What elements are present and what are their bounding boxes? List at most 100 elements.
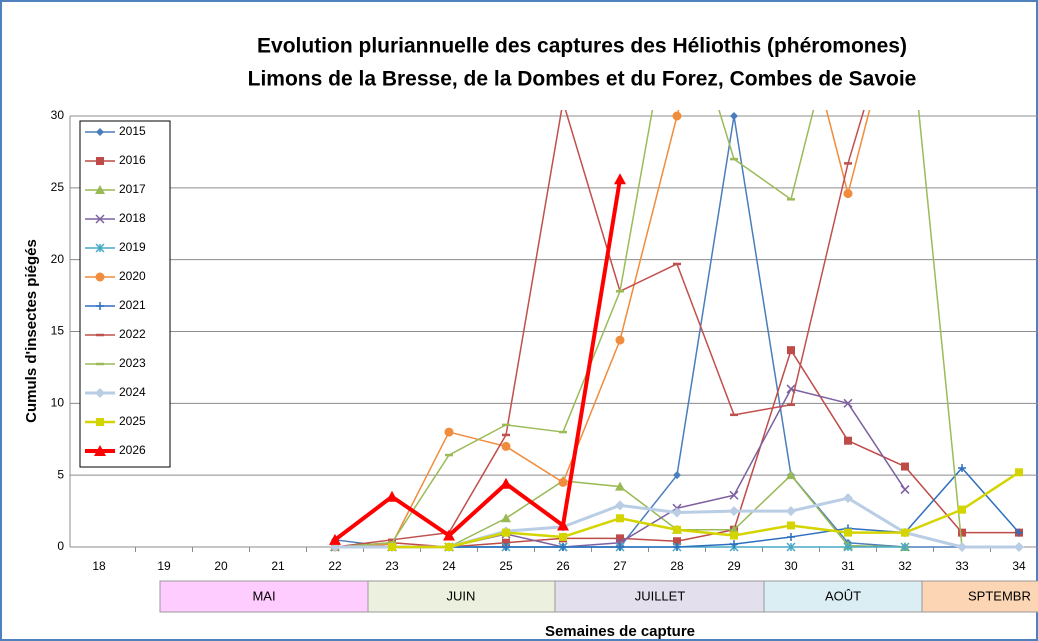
marker bbox=[900, 542, 910, 552]
y-tick-label: 5 bbox=[57, 467, 64, 481]
marker bbox=[96, 157, 104, 165]
marker bbox=[786, 542, 796, 552]
legend-label: 2026 bbox=[119, 443, 146, 457]
legend-label: 2017 bbox=[119, 182, 146, 196]
month-band bbox=[921, 580, 1038, 613]
legend: 2015 2016 2017 2018 2019 2020 2021 2022 2023 2024… bbox=[79, 120, 171, 468]
month-label: AOÛT bbox=[825, 588, 861, 603]
x-tick-label: 32 bbox=[898, 559, 912, 573]
y-tick-label: 10 bbox=[51, 396, 65, 410]
legend-label: 2015 bbox=[119, 124, 146, 138]
marker bbox=[787, 521, 795, 530]
marker bbox=[843, 398, 853, 408]
marker bbox=[672, 507, 682, 518]
marker bbox=[95, 214, 105, 224]
marker bbox=[843, 189, 853, 199]
marker bbox=[444, 427, 454, 437]
marker bbox=[615, 500, 625, 511]
marker bbox=[957, 542, 967, 552]
marker bbox=[843, 542, 853, 552]
marker bbox=[502, 538, 510, 547]
chart-title: Evolution pluriannuelle des captures des… bbox=[257, 35, 907, 58]
x-tick-label: 31 bbox=[841, 559, 855, 573]
marker bbox=[96, 418, 104, 426]
marker bbox=[729, 490, 739, 500]
month-label: JUILLET bbox=[635, 588, 686, 603]
marker bbox=[559, 543, 567, 551]
legend-label: 2020 bbox=[119, 269, 146, 283]
month-band bbox=[367, 580, 556, 613]
legend-label: 2022 bbox=[119, 327, 146, 341]
x-tick-label: 21 bbox=[271, 559, 285, 573]
x-tick-label: 34 bbox=[1012, 559, 1026, 573]
marker bbox=[501, 513, 511, 523]
x-tick-label: 23 bbox=[385, 559, 399, 573]
marker bbox=[558, 477, 568, 487]
marker bbox=[616, 534, 624, 543]
marker bbox=[958, 463, 966, 472]
month-band bbox=[159, 580, 369, 613]
x-tick-label: 28 bbox=[670, 559, 684, 573]
marker bbox=[388, 543, 396, 551]
y-tick-label: 0 bbox=[57, 539, 64, 553]
x-tick-label: 22 bbox=[328, 559, 342, 573]
y-tick-label: 25 bbox=[51, 180, 65, 194]
marker bbox=[559, 532, 567, 541]
marker bbox=[386, 490, 398, 502]
series-line bbox=[334, 110, 963, 548]
marker bbox=[445, 543, 453, 551]
chart-subtitle: Limons de la Bresse, de la Dombes et du … bbox=[248, 68, 917, 91]
marker bbox=[958, 505, 966, 514]
x-tick-label: 30 bbox=[784, 559, 798, 573]
x-tick-label: 19 bbox=[157, 559, 171, 573]
marker bbox=[843, 493, 853, 504]
marker bbox=[557, 519, 569, 531]
marker bbox=[96, 128, 104, 136]
plot-area bbox=[329, 110, 1024, 552]
marker bbox=[614, 173, 626, 185]
legend-label: 2016 bbox=[119, 153, 146, 167]
month-band bbox=[763, 580, 923, 613]
marker bbox=[672, 111, 682, 121]
y-tick-label: 15 bbox=[51, 324, 65, 338]
y-tick-label: 30 bbox=[51, 108, 65, 122]
legend-label: 2018 bbox=[119, 211, 146, 225]
x-tick-label: 27 bbox=[613, 559, 627, 573]
marker bbox=[615, 335, 625, 345]
marker bbox=[96, 302, 104, 310]
x-tick-label: 26 bbox=[556, 559, 570, 573]
x-tick-label: 18 bbox=[92, 559, 106, 573]
marker bbox=[673, 525, 681, 534]
marker bbox=[501, 441, 511, 451]
marker bbox=[729, 506, 739, 517]
marker bbox=[730, 112, 738, 120]
marker bbox=[95, 185, 105, 194]
x-tick-label: 24 bbox=[442, 559, 456, 573]
y-tick-label: 20 bbox=[51, 252, 65, 266]
y-axis-title: Cumuls d'insectes piégés bbox=[23, 239, 40, 423]
legend-label: 2023 bbox=[119, 356, 146, 370]
legend-box bbox=[79, 120, 171, 468]
marker bbox=[1015, 468, 1023, 477]
marker bbox=[673, 537, 681, 546]
marker bbox=[900, 485, 910, 495]
marker bbox=[500, 477, 512, 489]
marker bbox=[94, 445, 106, 456]
marker bbox=[730, 531, 738, 540]
x-tick-label: 25 bbox=[499, 559, 513, 573]
marker bbox=[1014, 542, 1024, 552]
month-label: MAI bbox=[252, 588, 275, 603]
marker bbox=[95, 388, 105, 398]
marker bbox=[95, 272, 105, 282]
marker bbox=[673, 543, 681, 551]
marker bbox=[616, 514, 624, 523]
month-label: JUIN bbox=[447, 588, 476, 603]
legend-label: 2025 bbox=[119, 414, 146, 428]
legend-label: 2019 bbox=[119, 240, 146, 254]
series-line bbox=[333, 178, 622, 542]
marker bbox=[844, 436, 852, 445]
marker bbox=[502, 528, 510, 537]
marker bbox=[901, 528, 909, 537]
marker bbox=[958, 528, 966, 537]
